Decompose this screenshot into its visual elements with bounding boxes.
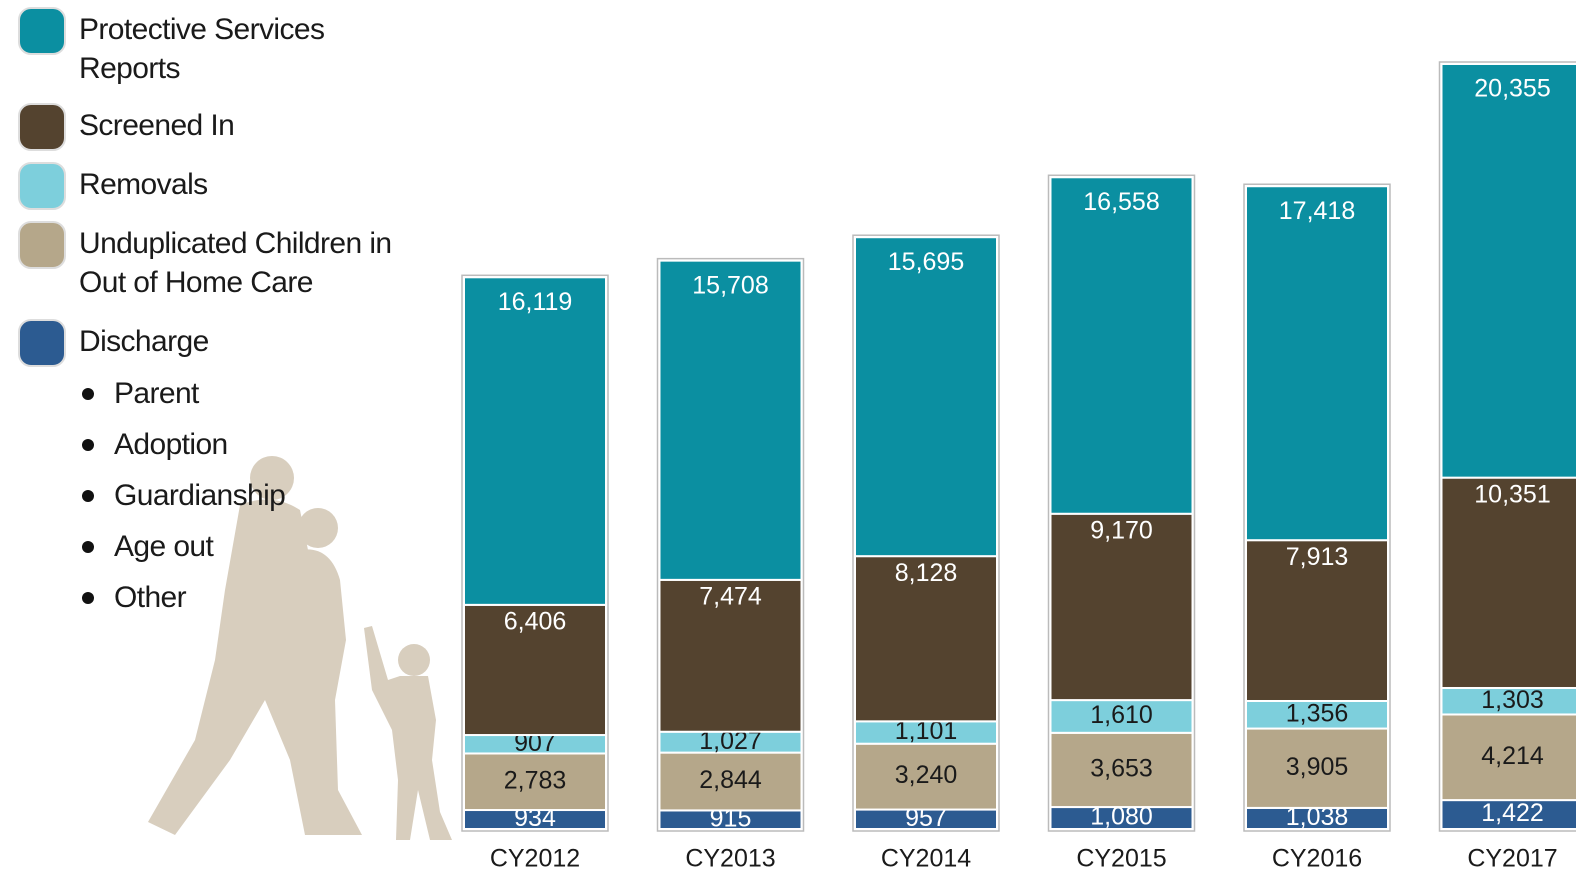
bar-outline [656, 257, 805, 832]
bar-segment [1440, 63, 1576, 479]
legend-swatch [18, 221, 66, 269]
x-tick-label: CY2013 [685, 845, 775, 873]
value-label: 2,844 [699, 766, 762, 794]
bar-outline [1243, 183, 1391, 832]
legend-label: Protective Services Reports [79, 13, 325, 85]
bar-segment [1049, 731, 1194, 809]
legend-swatch [18, 103, 66, 151]
value-label: 1,303 [1481, 686, 1544, 714]
value-label: 3,905 [1286, 753, 1349, 781]
legend-label: Screened In [79, 109, 235, 142]
value-label: 20,355 [1474, 75, 1550, 103]
bar-segment [1245, 539, 1389, 702]
legend-sub-label: Age out [114, 530, 214, 563]
bar-segment [1440, 686, 1576, 716]
value-label: 7,474 [699, 582, 762, 610]
bar-segment [658, 259, 803, 581]
value-label: 17,418 [1279, 197, 1355, 225]
bar-outline [461, 274, 609, 832]
x-tick-label: CY2017 [1467, 845, 1557, 873]
legend-label: Discharge [79, 325, 209, 358]
bullet [82, 388, 94, 400]
legend-swatch [18, 319, 66, 367]
value-label: 2,783 [504, 766, 567, 794]
bar-segment [658, 751, 803, 812]
value-label: 4,214 [1481, 742, 1544, 770]
family-silhouette [148, 456, 452, 840]
bar-segment [1049, 176, 1194, 515]
bar-segment [1245, 699, 1389, 730]
value-label: 7,913 [1286, 543, 1349, 571]
legend-sub-label: Other [114, 581, 187, 614]
value-label: 9,170 [1090, 516, 1153, 544]
bar-outline [1438, 61, 1576, 832]
x-tick-label: CY2012 [490, 845, 580, 873]
bullet [82, 439, 94, 451]
value-label: 8,128 [895, 559, 958, 587]
bar-outline [1047, 174, 1196, 832]
x-tick-label: CY2015 [1076, 845, 1166, 873]
x-tick-label: CY2014 [881, 845, 971, 873]
value-label: 3,240 [895, 761, 958, 789]
value-label: 3,653 [1090, 755, 1153, 783]
value-label: 6,406 [504, 607, 567, 635]
bar-segment [1245, 185, 1389, 542]
value-label: 1,422 [1481, 799, 1544, 827]
legend-sub-label: Parent [114, 377, 199, 410]
value-label: 1,356 [1286, 699, 1349, 727]
value-label: 1,610 [1090, 701, 1153, 729]
legend-sub-label: Adoption [114, 428, 228, 461]
bar-segment [854, 236, 998, 558]
bar-outline [852, 234, 1000, 832]
bar-segment [1440, 799, 1576, 830]
bar-segment [1440, 476, 1576, 689]
value-label: 10,351 [1474, 480, 1550, 508]
legend-sub-label: Guardianship [114, 479, 286, 512]
bar-segment [1049, 512, 1194, 702]
legend-swatch [18, 7, 66, 55]
bar-segment [463, 752, 607, 812]
value-label: 15,695 [888, 248, 964, 276]
bar-segment [463, 603, 607, 737]
bullet [82, 541, 94, 553]
bullet [82, 490, 94, 502]
value-label: 16,558 [1083, 188, 1159, 216]
legend-swatch [18, 162, 66, 210]
bullet [82, 592, 94, 604]
value-label: 15,708 [692, 271, 768, 299]
x-tick-label: CY2016 [1272, 845, 1362, 873]
bar-segment [854, 742, 998, 811]
value-label: 16,119 [498, 288, 573, 316]
bar-segment [463, 276, 607, 606]
legend-label: Removals [79, 168, 208, 201]
legend-label: Unduplicated Children in Out of Home Car… [79, 227, 392, 299]
